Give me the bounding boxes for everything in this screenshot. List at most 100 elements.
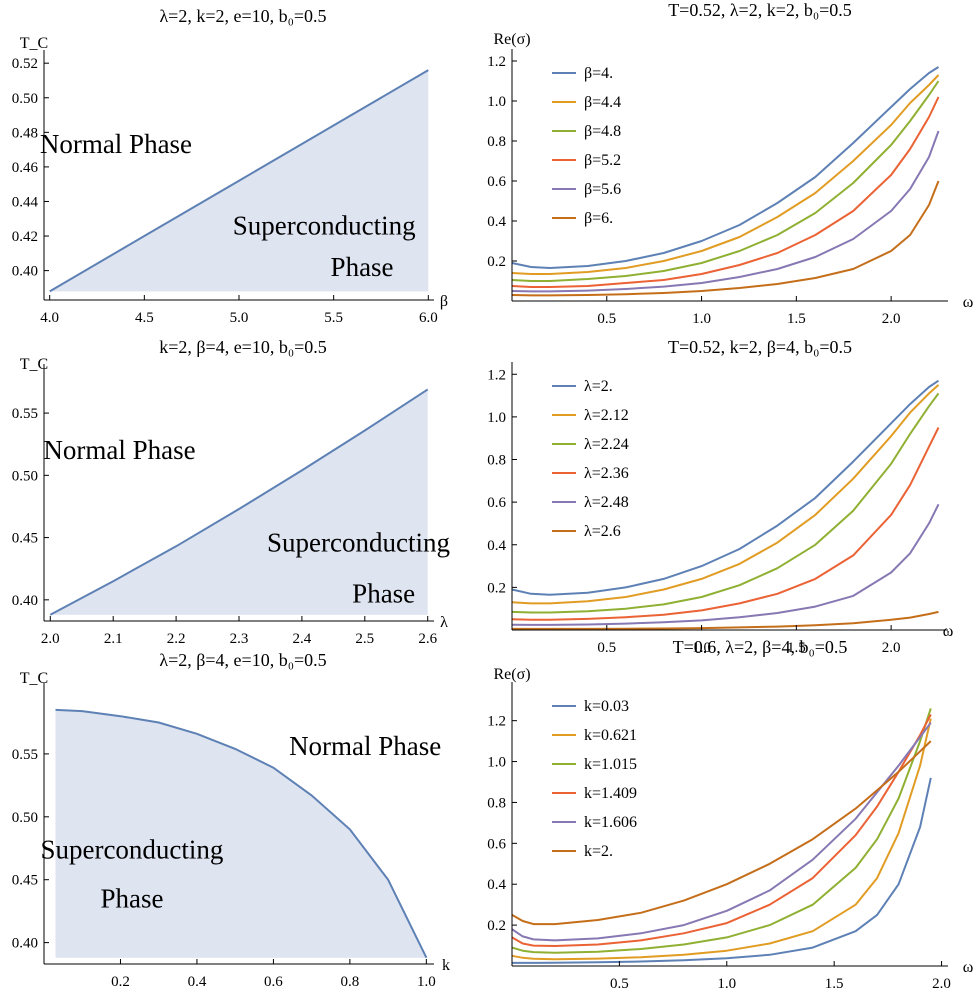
legend-label: λ=2.48 — [584, 494, 629, 511]
x-tick-label: 0.6 — [264, 974, 283, 990]
y-tick-label: 0.45 — [12, 531, 38, 547]
y-tick-label: 1.0 — [487, 94, 506, 110]
y-axis-label: Re(σ) — [493, 31, 530, 48]
phase-label: Superconducting — [233, 210, 416, 240]
x-tick-label: 0.5 — [597, 311, 616, 327]
y-tick-label: 0.44 — [12, 194, 39, 210]
x-tick-label: 0.5 — [610, 976, 629, 992]
phase-label: Phase — [331, 252, 394, 282]
x-tick-label: 0.2 — [111, 974, 130, 990]
critical-temperature-curve — [49, 388, 429, 616]
legend-label: λ=2. — [584, 378, 613, 395]
chart-title: k=2, β=4, e=10, b₀=0.5 — [159, 337, 327, 357]
y-tick-label: 0.46 — [12, 160, 39, 176]
legend-label: β=5.2 — [584, 152, 621, 169]
y-tick-label: 0.6 — [487, 174, 506, 190]
x-tick-label: 5.0 — [230, 310, 249, 326]
x-tick-label: 2.0 — [41, 631, 60, 647]
chart-panel-1: Normal Phase Superconducting Phase 4.0 4.5 5.… — [12, 6, 448, 326]
x-axis-label: k — [442, 957, 450, 974]
legend-label: k=1.409 — [584, 785, 637, 802]
legend-label: β=4.4 — [584, 94, 621, 111]
series-line — [511, 66, 940, 269]
legend-label: k=1.015 — [584, 756, 637, 773]
series-line — [511, 379, 940, 596]
legend-label: β=6. — [584, 210, 613, 227]
x-tick-label: 2.3 — [230, 631, 249, 647]
legend-label: λ=2.36 — [584, 465, 629, 482]
x-tick-label: 2.0 — [882, 640, 901, 656]
x-tick-label: 0.8 — [341, 974, 360, 990]
y-tick-label: 0.4 — [487, 538, 506, 554]
y-tick-label: 1.2 — [487, 367, 506, 383]
x-tick-label: 6.0 — [419, 310, 438, 326]
legend-label: β=4. — [584, 65, 613, 82]
legend-label: β=4.8 — [584, 123, 621, 140]
series-line — [511, 740, 932, 926]
y-tick-label: 0.52 — [12, 56, 38, 72]
legend-label: β=5.6 — [584, 181, 621, 198]
phase-label: Superconducting — [267, 527, 450, 557]
chart-panel-4: β=4. β=4.4 β=4.8 β=5.2 β=5.6 β=6. 0.5 1.0 1.5 2.0… — [487, 0, 973, 327]
legend-label: λ=2.6 — [584, 523, 621, 540]
chart-title: T=0.52, λ=2, k=2, b₀=0.5 — [668, 0, 852, 20]
legend-label: λ=2.24 — [584, 436, 629, 453]
phase-label: Phase — [352, 578, 415, 608]
chart-title: T=0.6, λ=2, β=4, b₀=0.5 — [673, 637, 848, 657]
y-tick-label: 0.42 — [12, 229, 38, 245]
critical-temperature-curve — [49, 69, 429, 293]
y-tick-label: 0.2 — [487, 580, 506, 596]
legend-label: k=2. — [584, 843, 613, 860]
x-tick-label: 2.0 — [882, 311, 901, 327]
x-axis-label: ω — [963, 294, 974, 311]
chart-title: λ=2, β=4, e=10, b₀=0.5 — [159, 650, 326, 670]
chart-panel-5: λ=2. λ=2.12 λ=2.24 λ=2.36 λ=2.48 λ=2.6 0.5 1.0 1… — [487, 337, 953, 656]
y-tick-label: 0.50 — [12, 91, 38, 107]
y-tick-label: 0.4 — [487, 214, 506, 230]
y-axis-label: Re(σ) — [493, 666, 530, 683]
series-line — [512, 610, 939, 630]
y-tick-label: 0.2 — [487, 254, 506, 270]
y-tick-label: 0.8 — [487, 453, 506, 469]
chart-panel-2: Normal Phase Superconducting Phase 2.0 2.1 2.… — [12, 337, 450, 647]
series-line — [511, 96, 940, 288]
x-tick-label: 1.0 — [417, 974, 436, 990]
chart-panel-3: Normal Phase Superconducting Phase 0.2 0.4 0.… — [12, 650, 450, 990]
superconducting-region — [55, 709, 427, 958]
y-tick-label: 0.48 — [12, 125, 38, 141]
series-line — [511, 718, 932, 961]
x-tick-label: 1.0 — [692, 311, 711, 327]
series-line — [512, 777, 932, 964]
y-tick-label: 0.2 — [487, 918, 506, 934]
x-tick-label: 2.4 — [293, 631, 312, 647]
x-tick-label: 0.5 — [597, 640, 616, 656]
x-tick-label: 0.4 — [188, 974, 207, 990]
legend-label: k=0.03 — [584, 698, 629, 715]
series-line — [511, 384, 940, 605]
y-tick-label: 0.55 — [12, 747, 38, 763]
phase-label: Normal Phase — [43, 435, 195, 465]
x-tick-label: 1.5 — [787, 311, 806, 327]
x-axis-label: β — [440, 293, 448, 310]
legend-label: k=1.606 — [584, 814, 637, 831]
y-tick-label: 0.40 — [12, 593, 38, 609]
x-tick-label: 1.0 — [692, 640, 711, 656]
series-line — [511, 130, 940, 293]
y-tick-label: 1.2 — [487, 714, 506, 730]
legend-label: λ=2.12 — [584, 407, 629, 424]
x-tick-label: 1.5 — [787, 640, 806, 656]
x-tick-label: 2.2 — [167, 631, 186, 647]
phase-label: Superconducting — [40, 834, 223, 864]
series-line — [511, 714, 932, 947]
x-tick-label: 1.0 — [717, 976, 736, 992]
x-axis-label: λ — [440, 614, 448, 631]
series-line — [511, 708, 932, 954]
x-axis-label: ω — [963, 959, 974, 976]
x-tick-label: 1.5 — [825, 976, 844, 992]
superconducting-region — [50, 389, 428, 615]
y-tick-label: 0.40 — [12, 264, 38, 280]
phase-label: Normal Phase — [289, 731, 441, 761]
x-tick-label: 2.0 — [932, 976, 951, 992]
legend-label: k=0.621 — [584, 727, 637, 744]
